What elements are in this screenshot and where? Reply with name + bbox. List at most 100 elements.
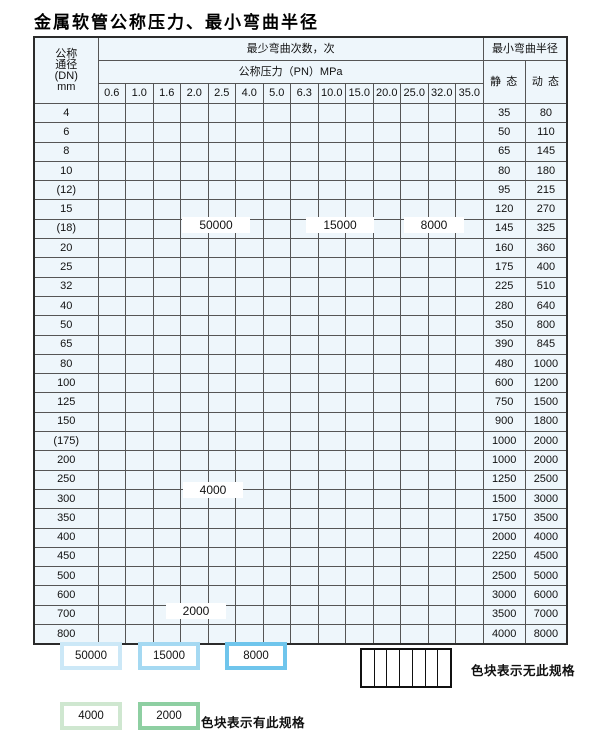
matrix-cell xyxy=(152,546,181,568)
matrix-cell xyxy=(152,411,181,433)
no-spec-cell xyxy=(387,650,401,686)
legend-chip-2000: 2000 xyxy=(138,702,200,730)
matrix-cell xyxy=(427,141,456,162)
matrix-cell xyxy=(317,276,346,297)
row-static-radius: 145 xyxy=(482,218,526,240)
matrix-cell xyxy=(345,295,374,317)
matrix-cell xyxy=(97,238,126,259)
matrix-cell xyxy=(290,122,319,143)
matrix-cell xyxy=(97,102,126,124)
matrix-cell xyxy=(427,180,456,201)
table-row: 500 2500 5000 xyxy=(33,566,568,587)
table-row: 4 35 80 xyxy=(33,102,568,124)
matrix-cell xyxy=(317,353,346,375)
header-pressure-15.0: 15.0 xyxy=(345,83,374,104)
matrix-cell xyxy=(125,160,154,182)
matrix-cell xyxy=(207,102,236,124)
matrix-cell xyxy=(235,102,264,124)
table-header: 公称 通径 (DN) mm 最少弯曲次数，次 最小弯曲半径 公称压力（PN）MP… xyxy=(33,36,568,104)
matrix-cell xyxy=(290,373,319,394)
matrix-cell xyxy=(345,488,374,510)
matrix-cell xyxy=(180,141,209,162)
matrix-cell xyxy=(455,122,484,143)
no-spec-cell xyxy=(438,650,450,686)
matrix-cell xyxy=(235,276,264,297)
matrix-cell xyxy=(262,604,291,626)
matrix-cell xyxy=(235,218,264,240)
matrix-cell xyxy=(290,411,319,433)
row-static-radius: 35 xyxy=(482,102,526,124)
matrix-cell xyxy=(152,392,181,413)
spec-table: 公称 通径 (DN) mm 最少弯曲次数，次 最小弯曲半径 公称压力（PN）MP… xyxy=(33,36,569,646)
matrix-cell xyxy=(152,238,181,259)
matrix-cell xyxy=(345,102,374,124)
matrix-cell xyxy=(207,431,236,452)
matrix-cell xyxy=(262,122,291,143)
matrix-cell xyxy=(180,102,209,124)
row-dn-value: 500 xyxy=(33,566,99,587)
row-dn-value: (18) xyxy=(33,218,99,240)
matrix-cell xyxy=(262,624,291,645)
matrix-cell xyxy=(290,488,319,510)
matrix-cell xyxy=(345,238,374,259)
matrix-cell xyxy=(372,431,401,452)
matrix-cell xyxy=(97,199,126,220)
matrix-cell xyxy=(152,199,181,220)
matrix-cell xyxy=(235,199,264,220)
row-static-radius: 2500 xyxy=(482,566,526,587)
row-static-radius: 280 xyxy=(482,295,526,317)
matrix-cell xyxy=(207,392,236,413)
matrix-cell xyxy=(125,604,154,626)
matrix-cell xyxy=(262,102,291,124)
matrix-cell xyxy=(317,450,346,471)
row-static-radius: 1000 xyxy=(482,431,526,452)
matrix-cell xyxy=(372,604,401,626)
row-dynamic-radius: 110 xyxy=(524,122,568,143)
matrix-cell xyxy=(125,392,154,413)
matrix-cell xyxy=(97,411,126,433)
matrix-cell xyxy=(317,373,346,394)
matrix-cell xyxy=(97,315,126,336)
matrix-cell xyxy=(317,238,346,259)
matrix-cell xyxy=(427,392,456,413)
matrix-cell xyxy=(345,527,374,548)
matrix-cell xyxy=(207,353,236,375)
matrix-cell xyxy=(372,334,401,355)
matrix-cell xyxy=(345,411,374,433)
row-dn-value: 600 xyxy=(33,585,99,606)
matrix-cell xyxy=(125,199,154,220)
matrix-cell xyxy=(180,315,209,336)
row-static-radius: 600 xyxy=(482,373,526,394)
matrix-cell xyxy=(317,411,346,433)
matrix-cell xyxy=(180,257,209,278)
matrix-cell xyxy=(207,295,236,317)
matrix-cell xyxy=(235,315,264,336)
matrix-cell xyxy=(317,102,346,124)
header-pressure-1.0: 1.0 xyxy=(125,83,154,104)
legend: 50000 15000 8000 4000 2000 色块表示有此规格 色块表示无此规格 xyxy=(33,636,575,736)
matrix-cell xyxy=(235,411,264,433)
matrix-cell xyxy=(180,527,209,548)
matrix-cell xyxy=(125,566,154,587)
matrix-cell xyxy=(180,122,209,143)
header-row-1: 公称 通径 (DN) mm 最少弯曲次数，次 最小弯曲半径 xyxy=(33,36,568,104)
no-spec-cell xyxy=(413,650,426,686)
matrix-cell xyxy=(345,276,374,297)
row-dn-value: 20 xyxy=(33,238,99,259)
matrix-cell xyxy=(262,546,291,568)
spec-table-container: 公称 通径 (DN) mm 最少弯曲次数，次 最小弯曲半径 公称压力（PN）MP… xyxy=(33,36,569,646)
matrix-cell xyxy=(400,488,429,510)
matrix-cell xyxy=(290,257,319,278)
matrix-cell xyxy=(400,141,429,162)
matrix-cell xyxy=(317,624,346,645)
matrix-cell xyxy=(235,334,264,355)
legend-chip-8000: 8000 xyxy=(225,642,287,670)
matrix-cell xyxy=(262,508,291,529)
matrix-cell xyxy=(455,276,484,297)
row-dn-value: 300 xyxy=(33,488,99,510)
matrix-cell xyxy=(235,122,264,143)
matrix-cell xyxy=(400,604,429,626)
matrix-cell xyxy=(400,180,429,201)
matrix-cell xyxy=(400,102,429,124)
matrix-cell xyxy=(262,488,291,510)
